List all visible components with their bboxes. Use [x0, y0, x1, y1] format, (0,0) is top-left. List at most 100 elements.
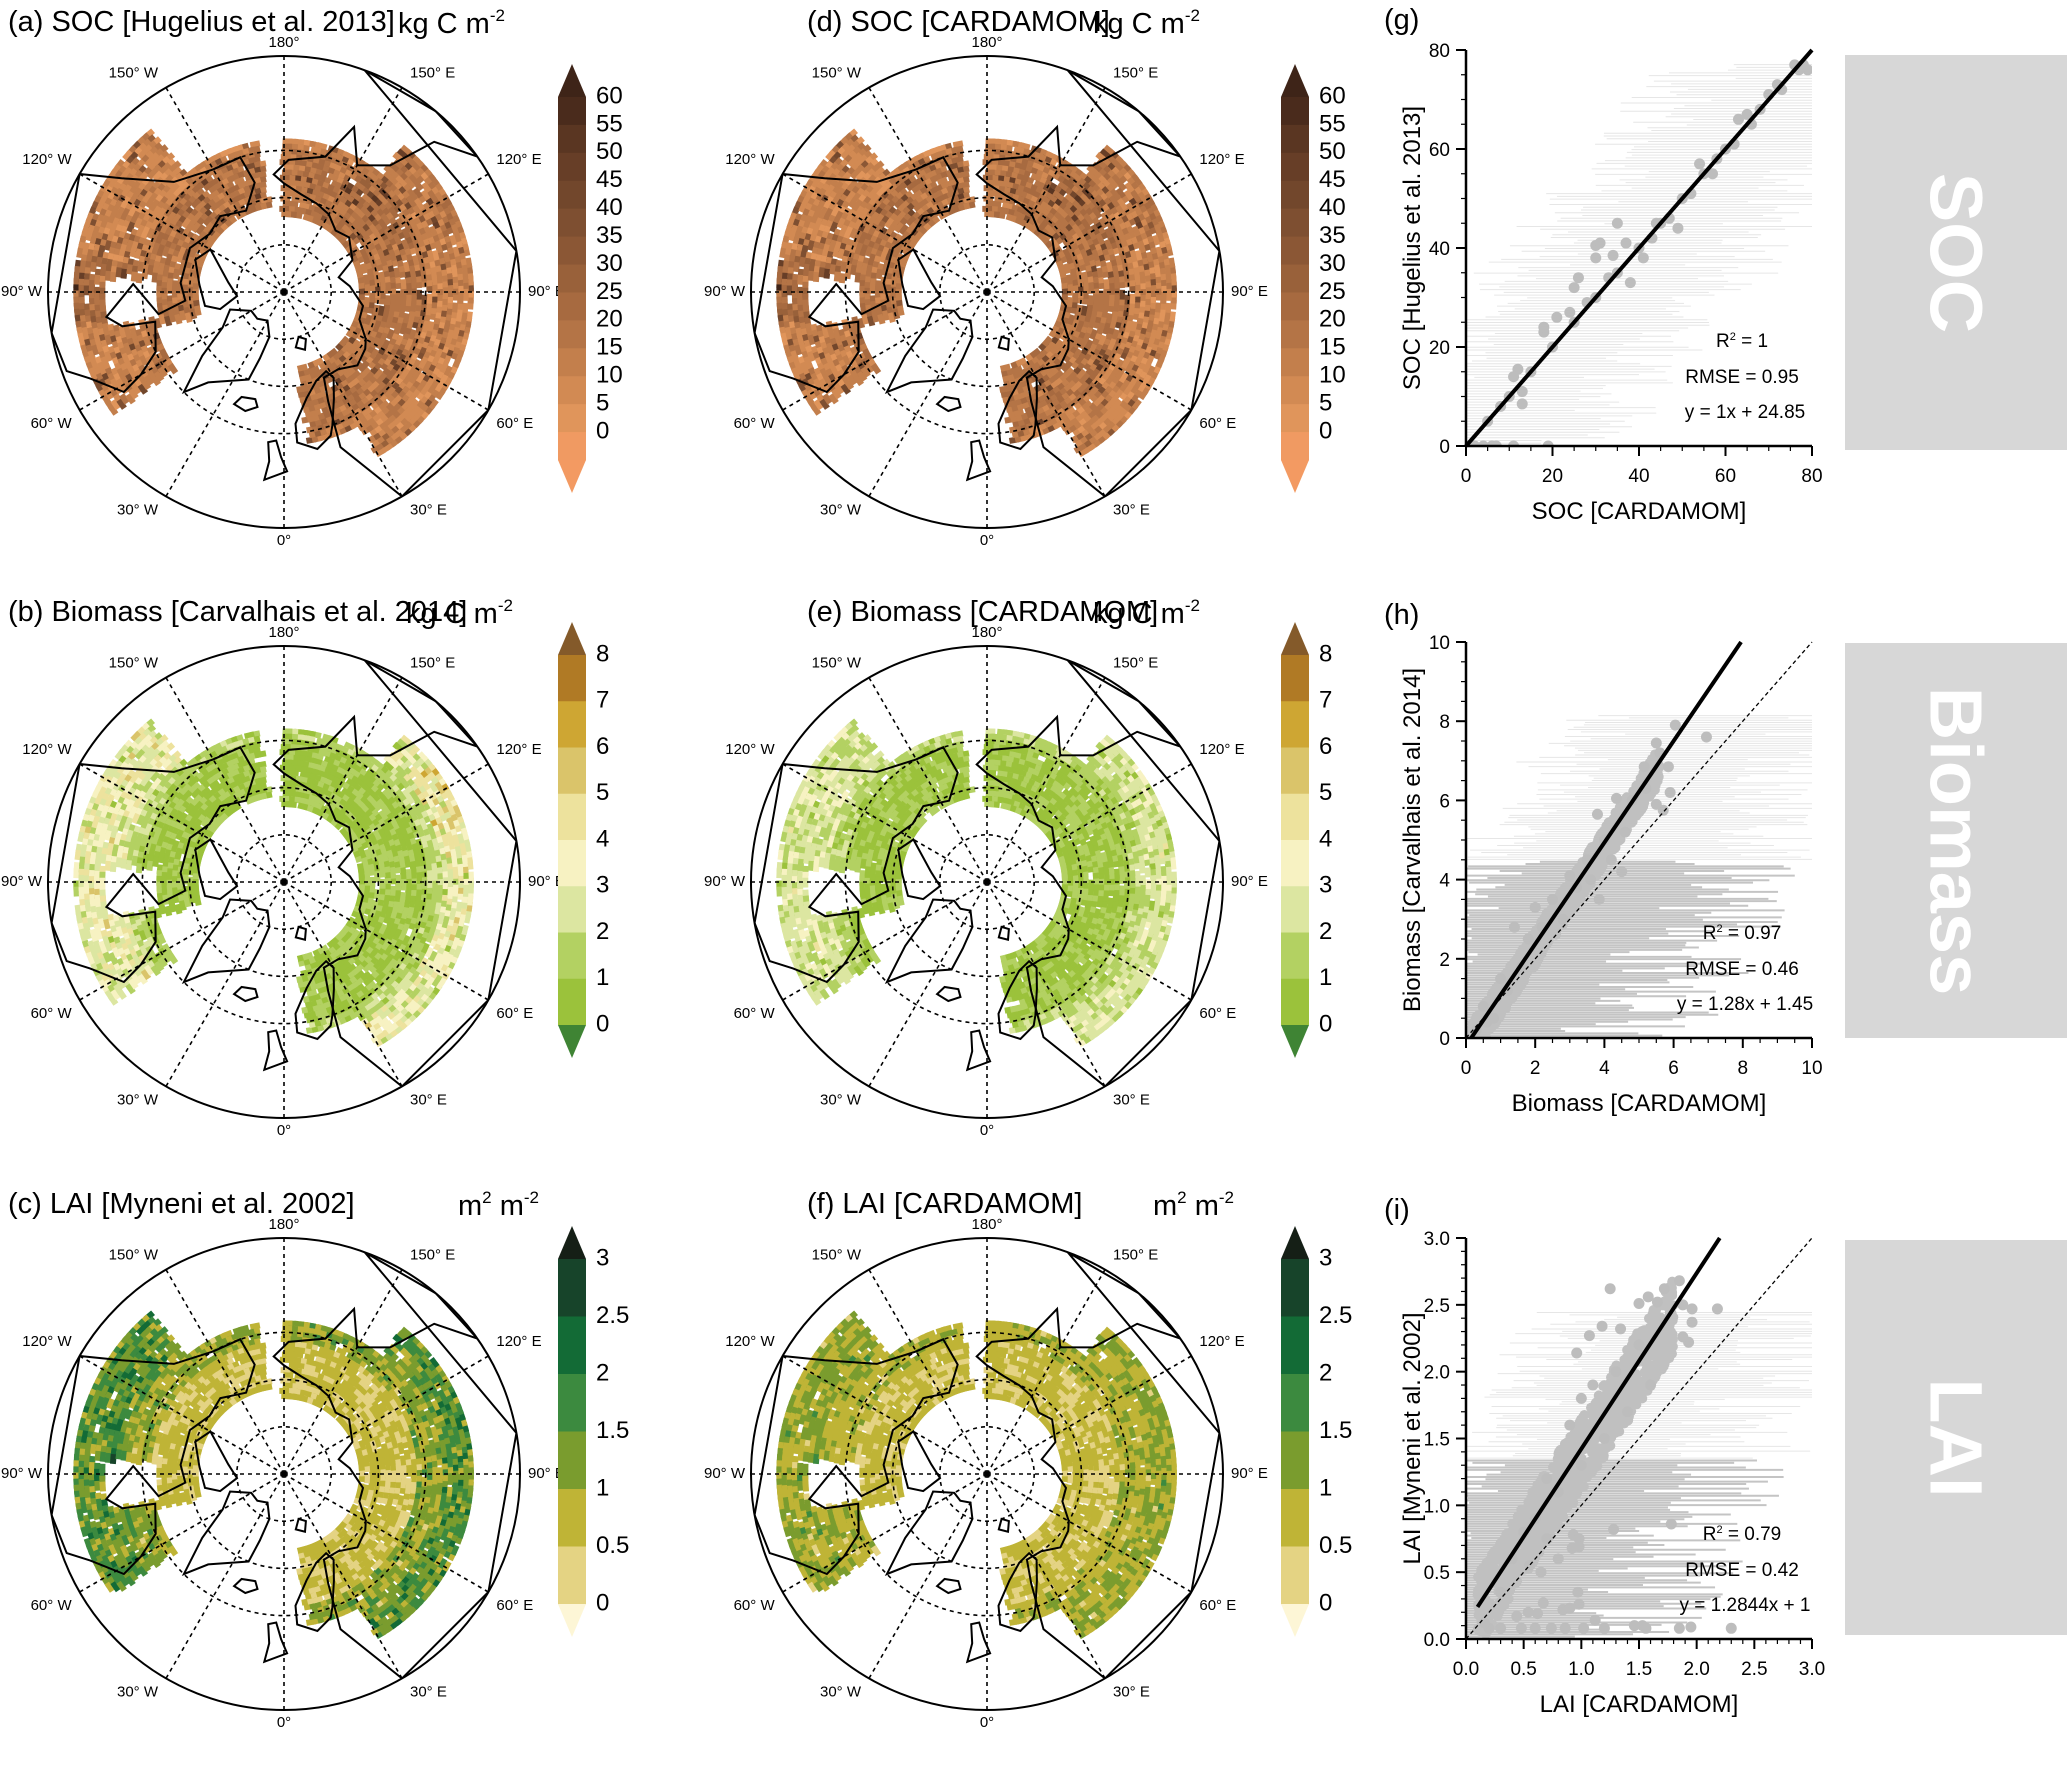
grid-cell [109, 861, 117, 873]
meridian-label: 60° E [496, 415, 533, 432]
grid-cell [318, 382, 331, 393]
grid-cell [94, 274, 101, 285]
latitude-circle [188, 196, 380, 388]
grid-cell [144, 374, 155, 386]
map-panel-a: (a) SOC [Hugelius et al. 2013] kg C m-2 180… [0, 0, 690, 590]
grid-cell [422, 202, 433, 214]
grid-cell [428, 225, 438, 237]
unit-exponent: -2 [1184, 6, 1200, 25]
grid-cell [139, 354, 149, 366]
colorbar-segment [1281, 404, 1309, 433]
meridian-label: 180° [268, 34, 299, 51]
colorbar-segment [558, 97, 586, 126]
grid-cell [349, 338, 361, 351]
grid-cell [786, 285, 793, 296]
grid-cell [152, 170, 164, 182]
grid-cell [400, 227, 411, 240]
grid-cell [302, 213, 314, 223]
meridian-label: 120° E [496, 151, 541, 168]
grid-cell [147, 168, 158, 180]
grid-cell [411, 358, 422, 370]
colorbar-tick-label: 40 [1319, 194, 1346, 221]
latitude-circle [141, 149, 427, 435]
grid-cell [420, 181, 432, 194]
colorbar-segment [1281, 264, 1309, 293]
unit-base: kg C m [398, 8, 490, 40]
colorbar-segment [1281, 152, 1309, 182]
grid-cell [137, 383, 149, 395]
meridian-label: 120° W [22, 151, 72, 168]
map-panel-d: (d) SOC [CARDAMOM] kg C m-2 180° 0° 150° W 150… [695, 0, 1385, 590]
grid-cell [167, 363, 179, 375]
colorbar-tick-label: 20 [1319, 306, 1346, 333]
meridian-label: 60° W [31, 415, 73, 432]
grid-cell [315, 390, 327, 400]
meridian-label: 30° E [410, 501, 447, 518]
colorbar-tick-label: 55 [1319, 110, 1346, 137]
coastline-greenland [884, 308, 974, 395]
grid-cell [128, 388, 139, 400]
grid-cell [451, 302, 459, 313]
grid-cell [181, 217, 192, 229]
colorbar-segment [558, 432, 586, 461]
meridian-label: 150° W [109, 65, 159, 82]
panel-letter: (a) [8, 6, 44, 38]
meridian-label: 90° W [704, 283, 746, 300]
grid-cell [813, 398, 824, 411]
grid-cell [353, 162, 365, 173]
coastlines [50, 69, 518, 498]
meridian-label: 180° [971, 34, 1002, 51]
grid-cell [465, 311, 473, 322]
colorbar-tick-label: 55 [596, 110, 623, 137]
grid-cell [150, 374, 162, 387]
grid-cell [283, 164, 294, 171]
grid-cells [73, 718, 474, 1048]
grid-cell [283, 190, 294, 197]
grid-cell [116, 398, 127, 410]
colorbar-tick-label: 15 [1319, 334, 1346, 361]
grid-cell [327, 172, 339, 183]
grid-cell [840, 148, 852, 160]
grid-cell [210, 201, 222, 213]
colorbar-tick-label: 50 [1319, 138, 1346, 165]
colorbar-segment [558, 124, 586, 154]
grid-cell [282, 200, 293, 207]
grid-cell [281, 211, 292, 218]
coastline-svalbard [997, 335, 1010, 351]
colorbar-segment [1281, 432, 1309, 461]
map-data-layer [753, 69, 1221, 498]
colorbar-tick-label: 25 [1319, 278, 1346, 305]
grid-cell [361, 193, 373, 205]
grid-cell [308, 364, 320, 374]
colorbar-segment [558, 320, 586, 349]
grid-cell [130, 271, 138, 282]
grid-cell [95, 201, 105, 214]
grid-cells [73, 128, 474, 458]
meridian-label: 60° W [734, 415, 776, 432]
meridian-label: 0° [277, 532, 291, 549]
grid-cell [193, 305, 202, 317]
grid-cell [157, 366, 168, 378]
grid-cell [384, 295, 391, 306]
colorbar-over-arrow [1281, 64, 1309, 97]
graticule [48, 56, 520, 528]
colorbar-segment [558, 180, 586, 210]
colorbar-tick-label: 25 [596, 278, 623, 305]
unit-exponent: -2 [489, 6, 505, 25]
grid-cell [399, 279, 407, 290]
meridian-label: 120° E [1199, 151, 1244, 168]
grid-cell [380, 338, 391, 351]
colorbar-segment [1281, 320, 1309, 349]
grid-cell [326, 347, 338, 359]
grid-cell [144, 197, 156, 209]
grid-cell [984, 211, 995, 218]
grid-cell [807, 388, 818, 400]
colorbar-under-arrow [558, 460, 586, 493]
grid-cell [137, 148, 149, 160]
colorbar-segment [558, 292, 586, 321]
coastline-eurasia [272, 69, 518, 498]
grid-cell [119, 393, 130, 405]
grid-cell [140, 378, 152, 391]
